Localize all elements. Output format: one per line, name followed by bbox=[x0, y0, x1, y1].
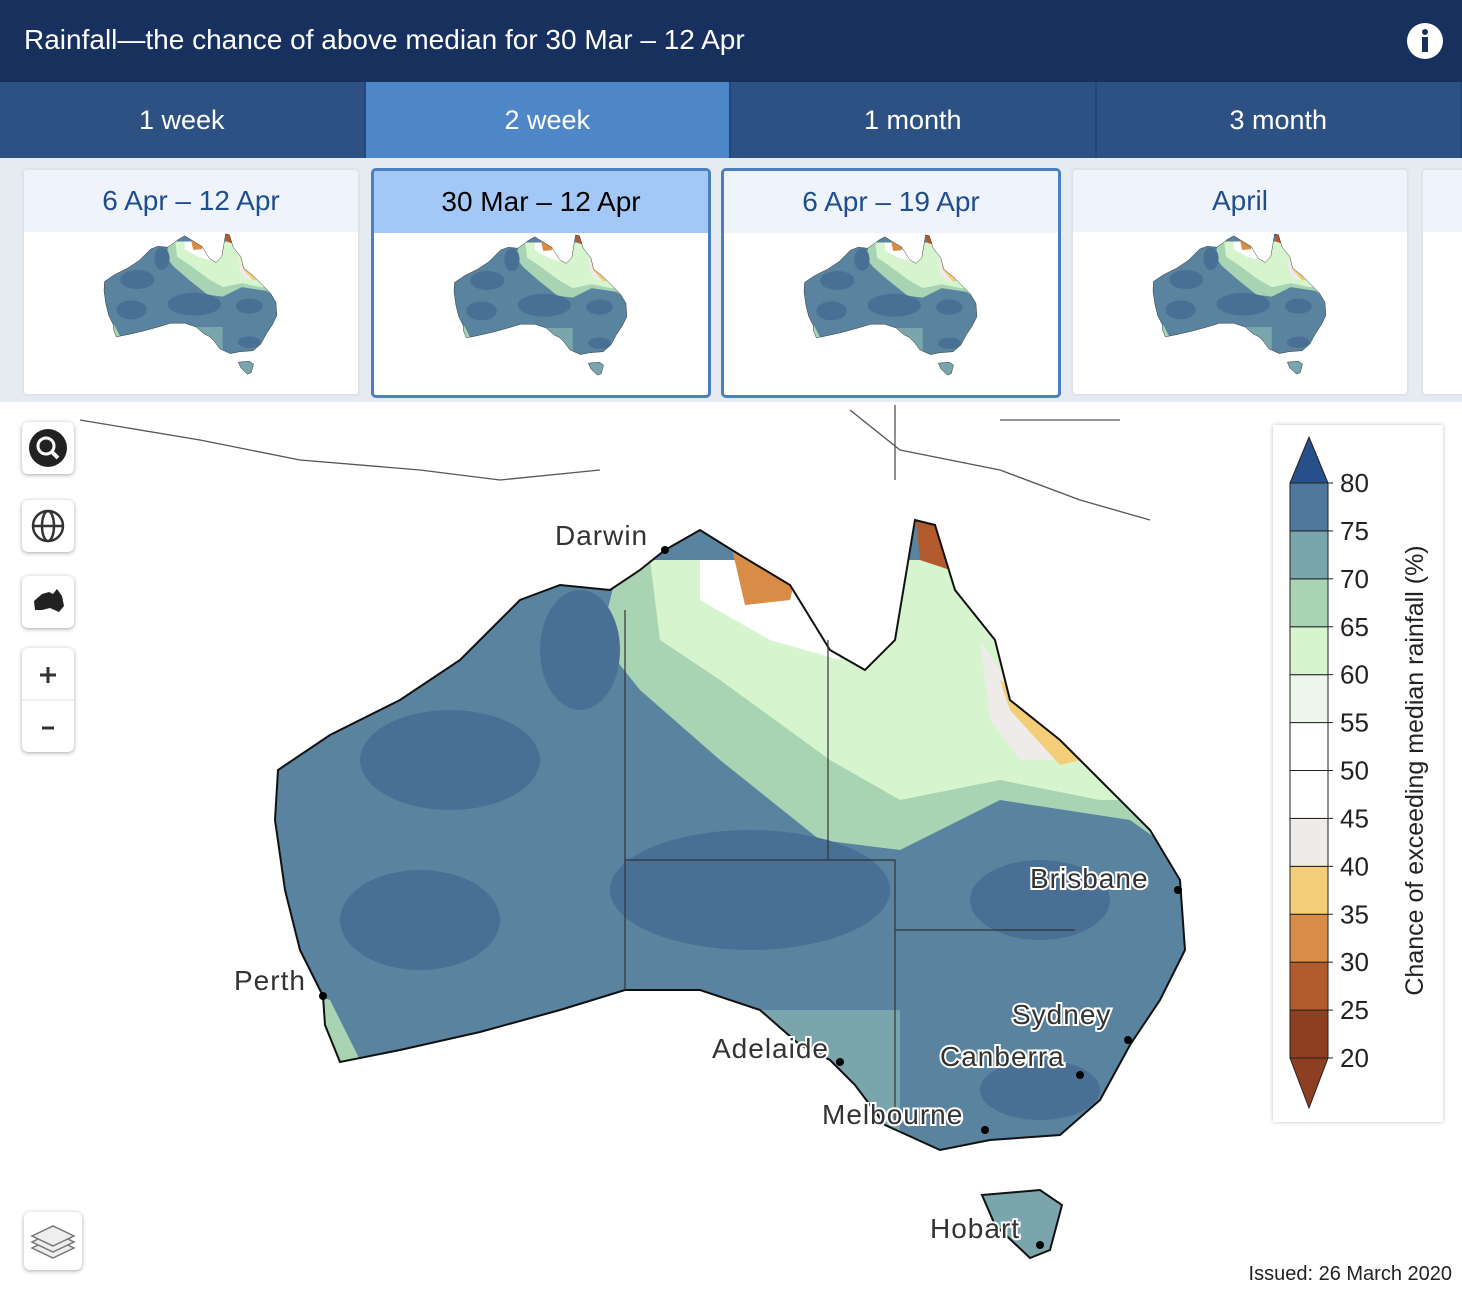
colorbar: 20 25 30 35 40 45 50 55 60 65 70 75 80 Chance of exce… bbox=[1289, 435, 1429, 1110]
globe-button[interactable] bbox=[22, 500, 74, 552]
tab[interactable]: 1 month bbox=[731, 82, 1097, 158]
thumbnail-image bbox=[1148, 232, 1330, 378]
city-label: Perth bbox=[234, 965, 306, 996]
legend: 20 25 30 35 40 45 50 55 60 65 70 75 80 Chance of exce… bbox=[1273, 425, 1443, 1122]
tick-label: 40 bbox=[1340, 851, 1369, 881]
city-label: Brisbane bbox=[1030, 863, 1149, 894]
zoom-in[interactable] bbox=[40, 667, 56, 683]
city-label: Darwin bbox=[555, 520, 648, 551]
period-label: 6 Apr – 12 Apr bbox=[24, 170, 358, 232]
period-card[interactable]: 6 Apr – 19 Apr bbox=[721, 168, 1061, 398]
color-band bbox=[1289, 865, 1329, 915]
tab[interactable]: 1 week bbox=[0, 82, 366, 158]
color-band bbox=[1289, 913, 1329, 963]
period-card bbox=[1421, 168, 1462, 396]
tick-label: 60 bbox=[1340, 660, 1369, 690]
color-band bbox=[1289, 674, 1329, 724]
thumbnail-image bbox=[99, 232, 281, 378]
period-card[interactable]: April bbox=[1071, 168, 1409, 396]
color-band bbox=[1289, 482, 1329, 532]
tick-label: 80 bbox=[1340, 468, 1369, 498]
color-band bbox=[1289, 770, 1329, 819]
color-band bbox=[1289, 530, 1329, 580]
thumbnail-image bbox=[449, 233, 631, 379]
color-band bbox=[1289, 626, 1329, 676]
header: Rainfall—the chance of above median for … bbox=[0, 0, 1462, 82]
thumbnail-map bbox=[1073, 232, 1407, 392]
tab[interactable]: 3 month bbox=[1097, 82, 1462, 158]
map[interactable]: Darwin Perth Brisbane Sydney Adelaide Ca… bbox=[0, 402, 1462, 1296]
thumbnail-image bbox=[799, 233, 981, 379]
tick-label: 35 bbox=[1340, 899, 1369, 929]
city-label: Hobart bbox=[930, 1213, 1020, 1244]
thumbnail-map bbox=[24, 232, 358, 392]
tick-label: 65 bbox=[1340, 612, 1369, 642]
period-label: 30 Mar – 12 Apr bbox=[374, 171, 708, 233]
tick-label: 25 bbox=[1340, 995, 1369, 1025]
city-label: Canberra bbox=[940, 1041, 1065, 1072]
tick-label: 55 bbox=[1340, 708, 1369, 738]
city-label: Melbourne bbox=[822, 1099, 963, 1130]
period-card[interactable]: 6 Apr – 12 Apr bbox=[22, 168, 360, 396]
period-label: April bbox=[1073, 170, 1407, 232]
period-strip: 6 Apr – 12 Apr 30 Mar – 12 Apr 6 Apr – 19 … bbox=[0, 158, 1462, 402]
layers-button[interactable] bbox=[24, 1212, 82, 1270]
city-label: Adelaide bbox=[712, 1033, 829, 1064]
tick-label: 45 bbox=[1340, 803, 1369, 833]
search-button[interactable] bbox=[22, 422, 74, 474]
title: Rainfall—the chance of above median for … bbox=[24, 24, 745, 55]
period-header bbox=[1423, 170, 1462, 232]
under-arrow bbox=[1289, 1057, 1329, 1110]
color-band bbox=[1289, 1009, 1329, 1059]
info-icon[interactable] bbox=[1406, 22, 1444, 60]
australia-button[interactable] bbox=[22, 576, 74, 628]
thumbnail-map bbox=[724, 233, 1058, 393]
color-band bbox=[1289, 722, 1329, 772]
legend-title: Chance of exceeding median rainfall (%) bbox=[1401, 545, 1429, 995]
tick-label: 50 bbox=[1340, 756, 1369, 786]
tab-bar: 1 week 2 week 1 month 3 month bbox=[0, 82, 1462, 158]
tick-label: 75 bbox=[1340, 516, 1369, 546]
tick-label: 70 bbox=[1340, 564, 1369, 594]
tab[interactable]: 2 week bbox=[365, 82, 731, 158]
issued-date: Issued: 26 March 2020 bbox=[1248, 1263, 1452, 1285]
color-band bbox=[1289, 817, 1329, 867]
color-band bbox=[1289, 961, 1329, 1011]
zoom-control bbox=[22, 648, 74, 752]
color-band bbox=[1289, 578, 1329, 628]
period-card[interactable]: 30 Mar – 12 Apr bbox=[371, 168, 711, 398]
period-label: 6 Apr – 19 Apr bbox=[724, 171, 1058, 233]
tick-label: 30 bbox=[1340, 947, 1369, 977]
city-label: Sydney bbox=[1012, 999, 1111, 1030]
tick-label: 20 bbox=[1340, 1043, 1369, 1073]
over-arrow bbox=[1289, 435, 1329, 484]
thumbnail-map bbox=[374, 233, 708, 393]
